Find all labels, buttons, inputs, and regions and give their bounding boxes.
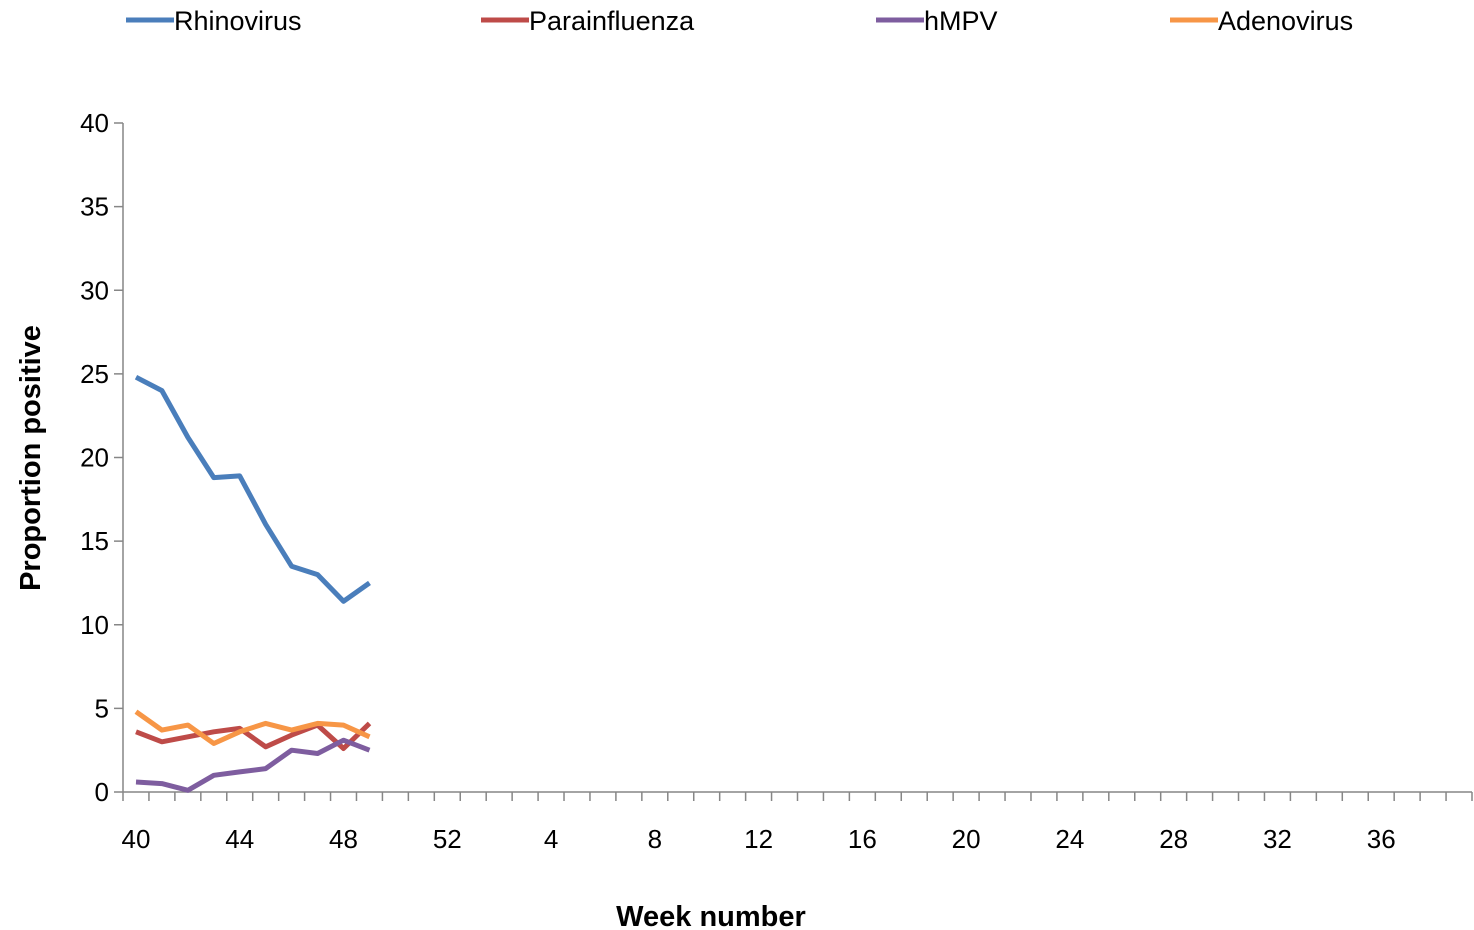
y-tick-label: 40 xyxy=(80,108,109,138)
x-tick-label: 36 xyxy=(1367,824,1396,854)
series-line-hmpv xyxy=(135,737,371,793)
series-line-adenovirus xyxy=(134,709,371,746)
x-tick-label: 20 xyxy=(952,824,981,854)
y-tick-label: 5 xyxy=(95,693,109,723)
y-tick-label: 30 xyxy=(80,275,109,305)
legend-label-adenovirus: Adenovirus xyxy=(1218,6,1353,36)
legend-label-rhinovirus: Rhinovirus xyxy=(174,6,302,36)
legend-label-hmpv: hMPV xyxy=(924,6,998,36)
x-tick-label: 12 xyxy=(744,824,773,854)
y-axis-title: Proportion positive xyxy=(15,325,47,591)
x-tick-label: 40 xyxy=(122,824,151,854)
x-tick-label: 32 xyxy=(1263,824,1292,854)
x-tick-label: 24 xyxy=(1055,824,1084,854)
y-tick-label: 25 xyxy=(80,359,109,389)
x-tick-label: 48 xyxy=(329,824,358,854)
legend: Rhinovirus Parainfluenza hMPV Adenovirus xyxy=(126,6,1353,36)
y-tick-label: 20 xyxy=(80,443,109,473)
x-tick-label: 16 xyxy=(848,824,877,854)
x-tick-label: 8 xyxy=(648,824,662,854)
x-tick-label: 28 xyxy=(1159,824,1188,854)
series-line-rhinovirus xyxy=(134,374,371,604)
y-tick-label: 15 xyxy=(80,526,109,556)
x-tick-label: 44 xyxy=(225,824,254,854)
y-tick-label: 0 xyxy=(95,777,109,807)
y-tick-label: 35 xyxy=(80,192,109,222)
legend-label-parainfluenza: Parainfluenza xyxy=(529,6,695,36)
y-tick-label: 10 xyxy=(80,610,109,640)
x-tick-label: 4 xyxy=(544,824,558,854)
x-tick-label: 52 xyxy=(433,824,462,854)
series-layer xyxy=(134,374,372,793)
x-axis-title: Week number xyxy=(616,901,806,930)
series-line-parainfluenza xyxy=(135,721,372,751)
